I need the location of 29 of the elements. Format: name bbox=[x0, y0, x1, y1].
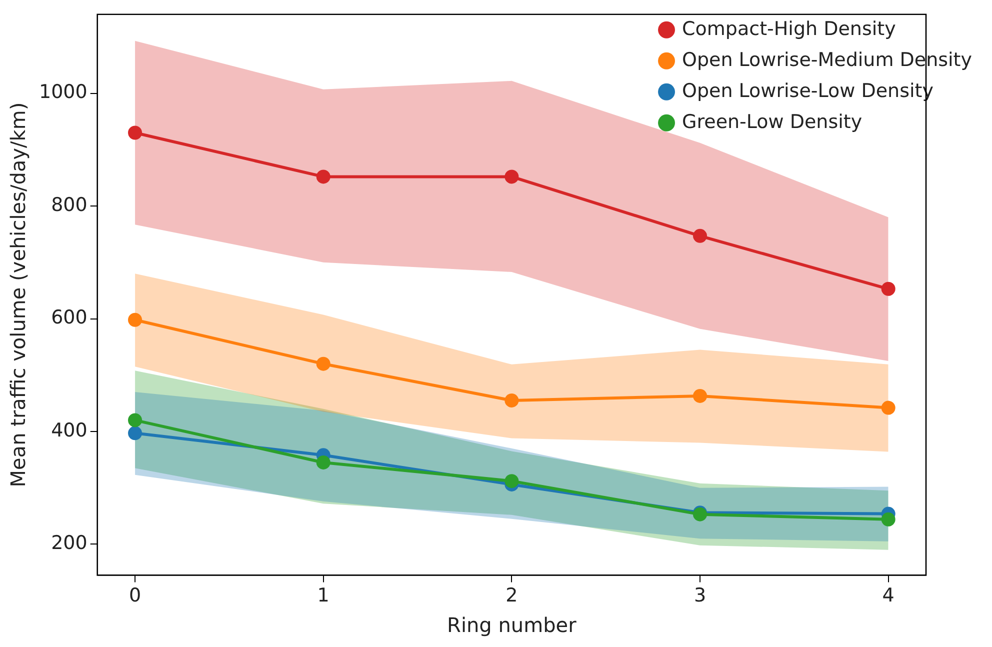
point bbox=[881, 512, 896, 526]
legend-label: Green-Low Density bbox=[682, 110, 862, 133]
x-tick-label: 3 bbox=[694, 584, 706, 607]
y-tick-label: 600 bbox=[51, 306, 88, 329]
x-tick-label: 1 bbox=[317, 584, 330, 607]
point bbox=[316, 356, 330, 371]
x-tick-label: 0 bbox=[128, 584, 142, 607]
y-tick-label: 800 bbox=[51, 194, 88, 216]
point bbox=[316, 170, 330, 184]
legend-label: Compact-High Density bbox=[682, 18, 896, 40]
y-axis-title: Mean traffic volume (vehicles/day/km) bbox=[6, 102, 30, 488]
x-axis-title: Ring number bbox=[447, 613, 578, 638]
y-tick-label: 400 bbox=[51, 419, 88, 442]
y-tick-label: 1000 bbox=[38, 81, 88, 104]
point bbox=[881, 282, 896, 296]
point bbox=[128, 312, 142, 327]
point bbox=[881, 400, 896, 415]
x-tick-label: 2 bbox=[506, 584, 518, 607]
point bbox=[693, 388, 708, 403]
point bbox=[128, 126, 142, 140]
point bbox=[693, 228, 708, 243]
point bbox=[504, 170, 519, 184]
point bbox=[316, 455, 330, 470]
x-tick-label: 4 bbox=[882, 584, 894, 607]
y-tick-label: 200 bbox=[51, 532, 88, 554]
point bbox=[504, 393, 519, 408]
point bbox=[128, 426, 142, 440]
point bbox=[128, 413, 142, 428]
point bbox=[504, 474, 519, 488]
